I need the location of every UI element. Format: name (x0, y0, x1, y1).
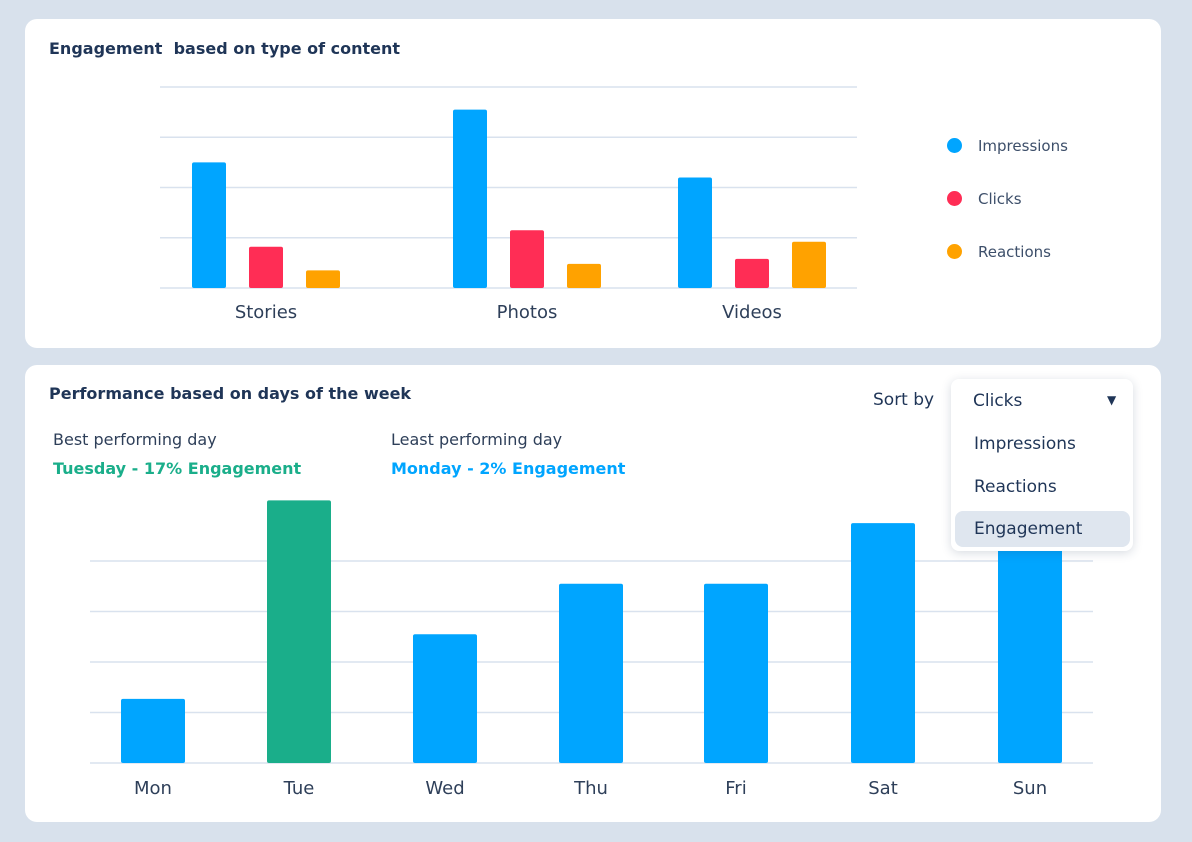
sort-selected-value[interactable]: Clicks (973, 391, 1023, 411)
x-tick-label: Thu (573, 778, 608, 799)
legend-dot-reactions (947, 244, 962, 259)
best-day-label: Best performing day (53, 430, 217, 449)
bar-stories-impressions (192, 162, 226, 288)
least-day-label: Least performing day (391, 430, 563, 449)
x-tick-label: Videos (722, 302, 782, 323)
legend-dot-clicks (947, 191, 962, 206)
bar-stories-clicks (249, 246, 283, 288)
weekday-performance-card: Performance based on days of the week Be… (25, 365, 1161, 822)
bar-videos-clicks (735, 258, 769, 288)
legend-item-impressions: Impressions (947, 119, 1068, 172)
sort-option-engagement[interactable]: Engagement (955, 511, 1130, 547)
x-tick-label: Mon (134, 778, 172, 799)
weekday-performance-chart: Mon Tue Wed Thu Fri Sat Sun (90, 500, 1093, 799)
bar-fri (704, 583, 768, 763)
bar-stories-reactions (306, 270, 340, 288)
bar-mon (121, 698, 185, 763)
sort-dropdown[interactable]: Clicks ▼ Impressions Reactions Engagemen… (951, 379, 1133, 551)
chart-legend: Impressions Clicks Reactions (947, 119, 1068, 278)
x-tick-label: Wed (425, 778, 464, 799)
bar-tue (267, 500, 331, 763)
x-tick-label: Photos (497, 302, 558, 323)
sort-option-reactions[interactable]: Reactions (974, 477, 1057, 497)
sort-option-impressions[interactable]: Impressions (974, 434, 1076, 454)
weekday-card-title: Performance based on days of the week (49, 384, 412, 403)
best-day-value: Tuesday - 17% Engagement (53, 459, 302, 478)
x-tick-label: Sun (1013, 778, 1047, 799)
bar-sun (998, 540, 1062, 763)
x-tick-label: Stories (235, 302, 297, 323)
sort-by-label: Sort by (873, 390, 935, 410)
bar-thu (559, 583, 623, 763)
legend-label: Clicks (978, 189, 1022, 208)
legend-item-reactions: Reactions (947, 225, 1068, 278)
caret-down-icon[interactable]: ▼ (1107, 393, 1117, 407)
least-day-stat: Least performing day Monday - 2% Engagem… (391, 430, 625, 478)
bar-photos-clicks (510, 230, 544, 288)
best-day-stat: Best performing day Tuesday - 17% Engage… (53, 430, 301, 478)
bar-photos-reactions (567, 263, 601, 288)
bar-photos-impressions (453, 109, 487, 288)
bar-videos-reactions (792, 241, 826, 288)
content-engagement-card: Engagement based on type of content Stor… (25, 19, 1161, 348)
bar-wed (413, 634, 477, 763)
bar-videos-impressions (678, 177, 712, 288)
x-tick-label: Fri (725, 778, 746, 799)
legend-label: Impressions (978, 136, 1068, 155)
legend-item-clicks: Clicks (947, 172, 1068, 225)
x-tick-label: Tue (283, 778, 315, 799)
content-engagement-chart: Stories Photos Videos (160, 86, 857, 323)
legend-label: Reactions (978, 242, 1051, 261)
bar-sat (851, 523, 915, 763)
content-card-title: Engagement based on type of content (49, 39, 401, 58)
legend-dot-impressions (947, 138, 962, 153)
x-tick-label: Sat (868, 778, 898, 799)
least-day-value: Monday - 2% Engagement (391, 459, 626, 478)
